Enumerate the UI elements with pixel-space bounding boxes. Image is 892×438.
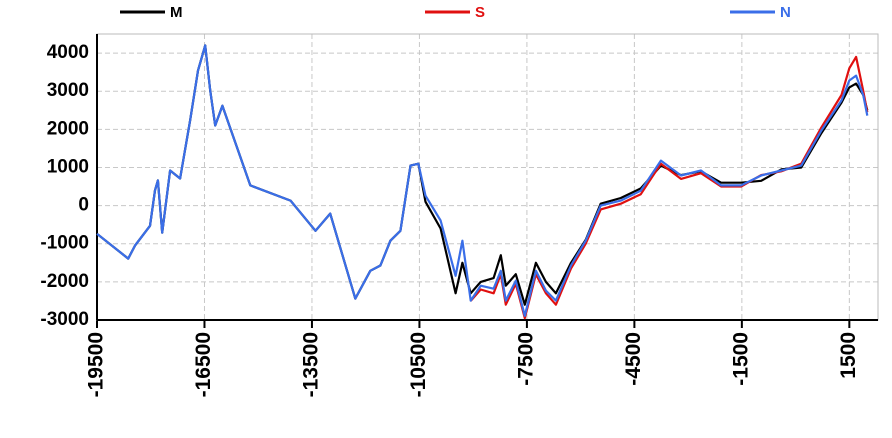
x-tick-label: -13500 [300, 332, 323, 397]
data-line [96, 44, 869, 306]
y-tick-label: 1000 [47, 156, 89, 177]
y-tick-label: 2000 [47, 118, 89, 139]
y-tick-label: -2000 [40, 271, 89, 292]
x-tick-label: -16500 [192, 332, 215, 397]
legend-label: M [170, 4, 183, 21]
x-tick-label: -19500 [85, 332, 108, 397]
y-tick-label: -3000 [40, 309, 89, 330]
x-tick-label: -7500 [514, 332, 537, 386]
y-tick-label: 4000 [47, 42, 89, 63]
plot-frame [96, 33, 879, 321]
x-tick-label: 1500 [837, 332, 860, 379]
x-tick-label: -1500 [729, 332, 752, 386]
legend-label: N [780, 4, 791, 21]
data-line [469, 55, 869, 320]
x-tick-label: -4500 [622, 332, 645, 386]
legend-label: S [475, 4, 485, 21]
x-tick-label: -10500 [407, 332, 430, 397]
y-tick-label: 0 [78, 195, 89, 216]
data-line [96, 44, 869, 317]
y-tick-label: -1000 [40, 233, 89, 254]
y-tick-label: 3000 [47, 80, 89, 101]
